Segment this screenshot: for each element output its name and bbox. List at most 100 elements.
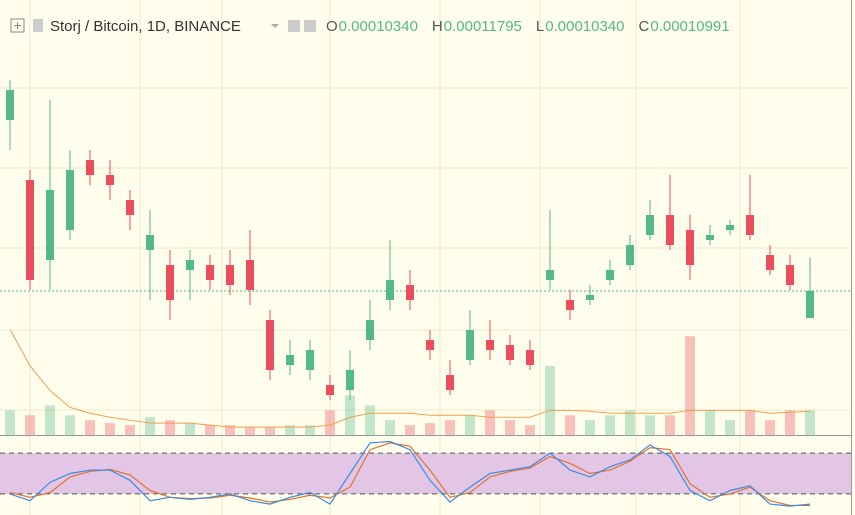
volume-bar: [625, 410, 635, 435]
volume-ma: [9, 329, 811, 428]
volume-bar: [805, 410, 815, 435]
candle-body: [6, 90, 14, 121]
candle-body: [466, 330, 474, 361]
volume-bar: [225, 425, 235, 435]
volume-bar: [185, 423, 195, 435]
candle-body: [546, 270, 554, 281]
volume-bar: [665, 415, 675, 435]
candle-body: [526, 350, 534, 366]
ohlc-label: H: [432, 18, 443, 35]
ohlc-value: 0.00011795: [444, 18, 522, 35]
volume-bar: [765, 420, 775, 435]
ohlc-label: L: [536, 18, 544, 35]
volume-bar: [325, 410, 335, 435]
candle-body: [446, 375, 454, 391]
volume-bar: [705, 410, 715, 435]
volume-bar: [305, 425, 315, 435]
volume-bar: [285, 425, 295, 435]
marks: [0, 80, 851, 507]
candle-body: [606, 270, 614, 281]
candle-body: [206, 265, 214, 281]
candle-body: [246, 260, 254, 291]
candle-body: [486, 340, 494, 351]
candle-body: [406, 285, 414, 301]
volume-bar: [525, 425, 535, 435]
volume-bar: [585, 420, 595, 435]
volume-bar: [545, 365, 555, 435]
candle-body: [706, 235, 714, 241]
symbol-title: Storj / Bitcoin, 1D, BINANCE: [50, 18, 241, 35]
candle-body: [366, 320, 374, 341]
volume-bar: [165, 420, 175, 435]
settings-icon[interactable]: [304, 20, 316, 32]
candle-body: [286, 355, 294, 366]
volume-bar: [385, 420, 395, 435]
volume-bar: [465, 415, 475, 435]
ohlc-legend: O 0.00010340 H 0.00011795 L 0.00010340 C 0.0001…: [326, 18, 730, 35]
volume-bar: [245, 427, 255, 435]
candle-body: [806, 291, 814, 319]
ohlc-label: C: [639, 18, 650, 35]
candle-body: [46, 190, 54, 261]
candle-body: [386, 280, 394, 301]
candle-body: [266, 320, 274, 371]
stoch-k: [9, 440, 811, 507]
candle-body: [346, 370, 354, 391]
volume-bar: [125, 425, 135, 435]
volume-bar: [785, 410, 795, 435]
volume-bar: [45, 405, 55, 435]
candle-body: [106, 175, 114, 186]
candle-body: [566, 300, 574, 311]
candle-body: [426, 340, 434, 351]
candle-body: [726, 225, 734, 231]
ohlc-value: 0.00010340: [339, 18, 418, 35]
settings-icon[interactable]: [288, 20, 300, 32]
candle-body: [226, 265, 234, 286]
volume-bar: [25, 415, 35, 435]
volume-bar: [745, 410, 755, 435]
volume-bar: [405, 425, 415, 435]
candle-body: [26, 180, 34, 281]
volume-bar: [345, 395, 355, 435]
ohlc-value: 0.00010340: [545, 18, 624, 35]
volume-bar: [85, 420, 95, 435]
ohlc-label: O: [326, 18, 338, 35]
volume-bar: [685, 336, 695, 435]
volume-bar: [145, 417, 155, 435]
volume-bar: [65, 415, 75, 435]
volume-bar: [445, 420, 455, 435]
candle-body: [646, 215, 654, 236]
candle-body: [786, 265, 794, 286]
volume-bar: [605, 415, 615, 435]
volume-bar: [425, 423, 435, 435]
volume-bar: [725, 420, 735, 435]
volume-bar: [565, 415, 575, 435]
candle-body: [306, 350, 314, 371]
candle-body: [166, 265, 174, 301]
candle-body: [66, 170, 74, 231]
candle-body: [506, 345, 514, 361]
candle-body: [746, 215, 754, 236]
volume-bar: [105, 423, 115, 435]
dropdown-arrow[interactable]: [271, 24, 279, 28]
candle-body: [146, 235, 154, 251]
volume-bar: [505, 420, 515, 435]
candle-body: [86, 160, 94, 176]
volume-bar: [265, 427, 275, 435]
candle-body: [186, 260, 194, 271]
volume-bar: [205, 425, 215, 435]
ohlc-value: 0.00010991: [650, 18, 729, 35]
volume-bar: [5, 410, 15, 435]
volume-bar: [485, 410, 495, 435]
volume-bar: [645, 415, 655, 435]
flag-icon[interactable]: [33, 19, 43, 32]
candle-body: [666, 215, 674, 246]
stoch-d: [9, 442, 810, 507]
volume-bar: [365, 405, 375, 435]
candle-body: [686, 230, 694, 266]
expand-icon: [14, 22, 21, 29]
candle-body: [126, 200, 134, 216]
candle-body: [586, 295, 594, 301]
expand-button[interactable]: [10, 18, 25, 33]
